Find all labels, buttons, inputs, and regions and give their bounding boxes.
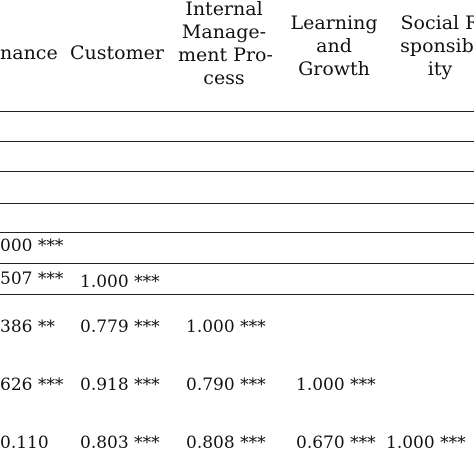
row-divider xyxy=(0,263,474,264)
table-cell: 0.808 *** xyxy=(186,433,266,453)
row-divider xyxy=(0,294,474,295)
header-rule xyxy=(0,111,474,112)
header-social-responsibility: Social R sponsibi ity xyxy=(400,12,474,80)
table-cell: 0.779 *** xyxy=(80,317,160,337)
header-internal-management-process: Internal Manage- ment Pro- cess xyxy=(178,0,273,89)
row-divider xyxy=(0,141,474,142)
table-cell: 1.000 *** xyxy=(186,317,266,337)
table-cell: 507 *** xyxy=(0,269,64,289)
header-finance: nance xyxy=(0,42,58,64)
header-customer: Customer xyxy=(70,42,164,64)
table-cell: 0.918 *** xyxy=(80,375,160,395)
table-cell: 0.803 *** xyxy=(80,433,160,453)
table-cell: 386 ** xyxy=(0,317,55,337)
table-cell: 1.000 *** xyxy=(80,272,160,292)
row-divider xyxy=(0,232,474,233)
header-learning-and-growth: Learning and Growth xyxy=(290,12,378,80)
table-cell: 0.670 *** xyxy=(296,433,376,453)
table-cell: 1.000 *** xyxy=(296,375,376,395)
table-cell: 0.790 *** xyxy=(186,375,266,395)
table-cell: 1.000 *** xyxy=(386,433,466,453)
row-divider xyxy=(0,171,474,172)
table-cell: 0.110 xyxy=(0,433,49,453)
row-divider xyxy=(0,203,474,204)
table-cell: 000 *** xyxy=(0,236,64,256)
table-cell: 626 *** xyxy=(0,375,64,395)
